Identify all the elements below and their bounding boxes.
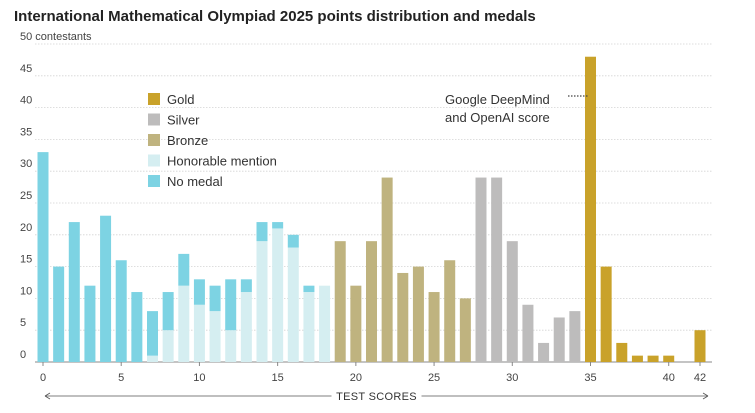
y-tick-label: 20 xyxy=(20,222,32,234)
bar-score-7-honorable-mention xyxy=(147,355,158,362)
bar-score-17-honorable-mention xyxy=(303,292,315,362)
bar-score-2-no-medal xyxy=(68,222,80,362)
bar-score-42-gold xyxy=(694,330,706,362)
arrow-right-icon xyxy=(702,392,709,400)
legend-label: Bronze xyxy=(167,133,208,148)
bar-score-35-gold xyxy=(585,56,596,362)
bar-score-37-gold xyxy=(616,342,628,362)
bar-score-15-no-medal xyxy=(272,222,284,229)
legend-swatch xyxy=(148,154,160,167)
bar-score-31-silver xyxy=(522,304,534,362)
y-tick-label: 15 xyxy=(20,254,32,266)
bar-score-7-no-medal xyxy=(147,311,158,356)
bar-score-3-no-medal xyxy=(84,285,96,362)
bar-score-38-gold xyxy=(631,355,643,362)
bar-score-34-silver xyxy=(569,311,581,362)
bar-score-17-no-medal xyxy=(303,285,315,293)
bar-score-1-no-medal xyxy=(53,266,65,362)
legend-label: Gold xyxy=(167,92,194,107)
bar-score-19-bronze xyxy=(334,241,346,362)
bar-score-39-gold xyxy=(647,355,659,362)
bar-score-29-silver xyxy=(491,177,503,362)
x-tick-label: 42 xyxy=(694,372,706,384)
bar-score-30-silver xyxy=(506,241,518,362)
annotation-text: Google DeepMind xyxy=(445,92,550,107)
legend-swatch xyxy=(148,93,160,105)
bar-score-12-no-medal xyxy=(225,279,237,331)
bar-score-9-honorable-mention xyxy=(178,285,190,362)
bar-score-10-honorable-mention xyxy=(193,304,205,362)
bar-score-26-bronze xyxy=(444,260,456,362)
bar-score-4-no-medal xyxy=(100,215,112,362)
legend-swatch xyxy=(148,113,160,126)
bar-score-27-bronze xyxy=(459,298,471,362)
bar-score-16-honorable-mention xyxy=(287,247,299,362)
legend-label: Honorable mention xyxy=(167,154,277,169)
y-tick-label: 40 xyxy=(20,95,32,107)
x-axis-ticks: 0 5 10 15 20 25 30 35 40 42 xyxy=(40,362,706,384)
bar-score-8-no-medal xyxy=(162,292,174,331)
legend-label: Silver xyxy=(167,113,200,128)
bar-score-33-silver xyxy=(553,317,565,362)
bar-score-14-honorable-mention xyxy=(256,241,268,362)
bar-score-28-silver xyxy=(475,177,487,362)
y-axis-ticks: 0 5 10 15 20 25 30 35 40 45 50 contestants xyxy=(20,31,92,361)
annotation: Google DeepMind and OpenAI score xyxy=(445,92,589,125)
bar-score-10-no-medal xyxy=(193,279,205,305)
bar-score-40-gold xyxy=(663,355,675,362)
x-tick-label: 35 xyxy=(584,372,596,384)
bar-score-8-honorable-mention xyxy=(162,330,174,362)
bar-score-23-bronze xyxy=(397,272,409,362)
bar-score-24-bronze xyxy=(412,266,424,362)
x-axis-title-group: TEST SCORES xyxy=(44,391,709,403)
y-tick-label: 35 xyxy=(20,126,32,138)
x-tick-label: 10 xyxy=(193,372,205,384)
legend-label: No medal xyxy=(167,174,223,189)
annotation-text: and OpenAI score xyxy=(445,110,550,125)
bar-score-0-no-medal xyxy=(37,152,49,362)
bar-score-36-gold xyxy=(600,266,612,362)
bar-score-11-honorable-mention xyxy=(209,311,221,362)
x-tick-label: 40 xyxy=(663,372,675,384)
bar-score-12-honorable-mention xyxy=(225,330,237,362)
bar-score-21-bronze xyxy=(366,241,377,362)
y-unit-label: 50 contestants xyxy=(20,31,92,43)
bar-score-32-silver xyxy=(538,342,550,362)
bar-score-13-no-medal xyxy=(240,279,252,293)
y-tick-label: 25 xyxy=(20,190,32,202)
x-tick-label: 25 xyxy=(428,372,440,384)
legend-swatch xyxy=(148,175,160,187)
bar-score-6-no-medal xyxy=(131,292,143,362)
bar-score-13-honorable-mention xyxy=(240,292,252,362)
y-tick-label: 30 xyxy=(20,158,32,170)
x-tick-label: 15 xyxy=(272,372,284,384)
bar-score-5-no-medal xyxy=(115,260,127,362)
arrow-left-icon xyxy=(44,392,51,400)
y-tick-label: 45 xyxy=(20,63,32,75)
y-tick-label: 0 xyxy=(20,349,26,361)
bar-score-20-bronze xyxy=(350,285,362,362)
bar-score-14-no-medal xyxy=(256,222,268,242)
bar-score-25-bronze xyxy=(428,292,440,362)
x-tick-label: 0 xyxy=(40,372,46,384)
bar-score-15-honorable-mention xyxy=(272,228,284,362)
y-tick-label: 10 xyxy=(20,285,32,297)
chart-title: International Mathematical Olympiad 2025… xyxy=(14,8,536,25)
x-axis-title: TEST SCORES xyxy=(336,391,417,403)
x-tick-label: 5 xyxy=(118,372,124,384)
bar-score-22-bronze xyxy=(381,177,393,362)
y-tick-label: 5 xyxy=(20,317,26,329)
bars xyxy=(37,56,706,362)
bar-score-16-no-medal xyxy=(287,234,299,248)
legend: Gold Silver Bronze Honorable mention No meda… xyxy=(148,92,277,189)
legend-swatch xyxy=(148,134,160,146)
bar-score-11-no-medal xyxy=(209,285,221,312)
x-tick-label: 30 xyxy=(506,372,518,384)
bar-score-9-no-medal xyxy=(178,253,190,286)
x-tick-label: 20 xyxy=(350,372,362,384)
bar-score-18-honorable-mention xyxy=(319,285,331,362)
